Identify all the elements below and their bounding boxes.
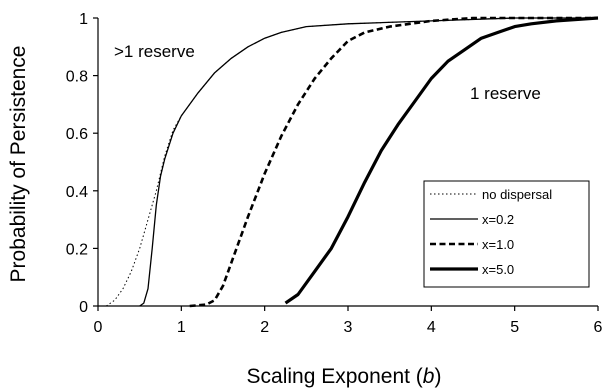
legend-label: no dispersal xyxy=(482,187,552,202)
axis-ticks: 0 1 2 3 4 5 6 0 0.2 0.4 0.6 0.8 1 xyxy=(66,11,603,336)
x-tick-label: 1 xyxy=(177,319,186,336)
legend-label: x=5.0 xyxy=(482,262,514,277)
y-tick-label: 0 xyxy=(79,299,88,316)
legend-label: x=0.2 xyxy=(482,212,514,227)
x-tick-label: 2 xyxy=(260,319,269,336)
y-axis-title: Probability of Persistence xyxy=(7,46,30,283)
annotation-single-reserve: 1 reserve xyxy=(470,84,541,103)
y-tick-label: 0.6 xyxy=(66,126,88,143)
y-tick-label: 1 xyxy=(79,11,88,28)
legend-box xyxy=(423,180,590,288)
x-tick-label: 5 xyxy=(510,319,519,336)
series-lines xyxy=(106,16,599,308)
y-tick-label: 0.8 xyxy=(66,69,88,86)
x-tick-label: 4 xyxy=(427,319,436,336)
x-axis-title-part-2: ) xyxy=(434,365,441,388)
x-tick-label: 6 xyxy=(594,319,603,336)
x-axis-title: Scaling Exponent (b) xyxy=(247,365,442,388)
x-tick-label: 3 xyxy=(344,319,353,336)
legend-label: x=1.0 xyxy=(482,237,514,252)
series-line-4 xyxy=(284,16,599,305)
series-line-2 xyxy=(139,17,598,307)
x-tick-label: 0 xyxy=(94,319,103,336)
x-axis-title-part-1: Scaling Exponent ( xyxy=(247,365,423,388)
series-line-3 xyxy=(189,16,598,308)
legend: no dispersal x=0.2 x=1.0 x=5.0 xyxy=(423,180,590,288)
y-tick-label: 0.4 xyxy=(66,184,88,201)
y-tick-label: 0.2 xyxy=(66,241,88,258)
annotation-multi-reserve: >1 reserve xyxy=(114,42,195,61)
x-axis-title-symbol: b xyxy=(423,365,435,388)
